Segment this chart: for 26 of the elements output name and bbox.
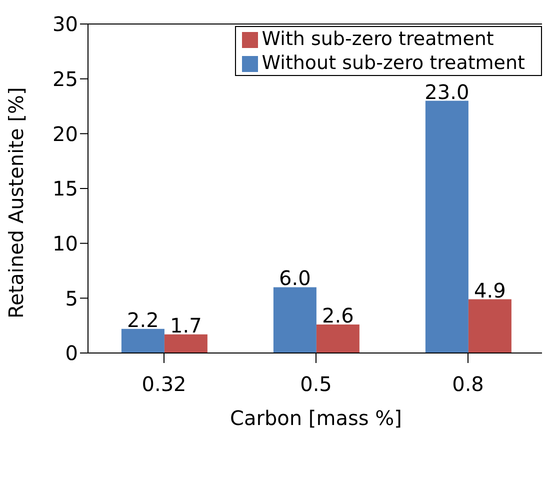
legend-label: Without sub-zero treatment bbox=[262, 52, 525, 74]
x-tick-label: 0.5 bbox=[300, 372, 332, 396]
y-tick-label: 0 bbox=[65, 341, 78, 366]
y-tick-label: 5 bbox=[65, 286, 78, 310]
bar bbox=[425, 100, 468, 353]
legend-label: With sub-zero treatment bbox=[262, 28, 494, 50]
y-tick-label: 20 bbox=[52, 122, 78, 146]
data-label: 2.2 bbox=[127, 308, 159, 332]
bar bbox=[316, 324, 360, 353]
x-tick-label: 0.32 bbox=[142, 372, 186, 396]
data-label: 4.9 bbox=[474, 278, 506, 302]
y-tick-label: 10 bbox=[52, 231, 78, 256]
bar bbox=[164, 334, 208, 353]
x-axis-title: Carbon [mass %] bbox=[230, 406, 402, 430]
bar bbox=[273, 287, 316, 353]
data-label: 6.0 bbox=[279, 266, 311, 290]
bar bbox=[468, 299, 512, 353]
data-label: 1.7 bbox=[170, 313, 202, 338]
y-tick-label: 30 bbox=[52, 12, 78, 36]
y-tick-label: 25 bbox=[52, 66, 78, 91]
bar bbox=[121, 328, 164, 353]
y-axis-title: Retained Austenite [%] bbox=[4, 87, 28, 318]
y-tick-label: 15 bbox=[52, 176, 78, 201]
data-label: 2.6 bbox=[322, 303, 354, 328]
x-tick-label: 0.8 bbox=[452, 372, 484, 396]
data-label: 23.0 bbox=[424, 80, 470, 104]
